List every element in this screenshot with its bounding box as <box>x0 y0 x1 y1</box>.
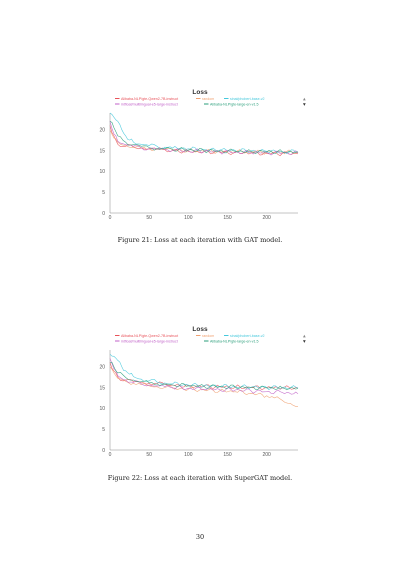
x-tick-label: 50 <box>146 215 152 220</box>
loss-chart-supergat: Loss Alibaba-NLP/gte-Qwen2-7B-instruct ran… <box>80 322 320 457</box>
legend-label: Alibaba-NLP/gte-Qwen2-7B-instruct <box>121 334 178 338</box>
y-tick-label: 15 <box>99 148 105 154</box>
x-tick-label: 100 <box>184 452 193 457</box>
figure-caption: Figure 21: Loss at each iteration with G… <box>117 236 283 244</box>
x-tick-label: 200 <box>262 215 271 220</box>
legend-label: intfloat/multilingual-e5-large-instruct <box>121 103 178 107</box>
y-tick-label: 10 <box>99 169 105 175</box>
y-tick-label: 5 <box>102 427 105 433</box>
legend-scroll-down-icon[interactable]: ▼ <box>303 340 306 344</box>
series-line <box>109 358 299 395</box>
legend-scroll-down-icon[interactable]: ▼ <box>303 103 306 107</box>
y-tick-label: 20 <box>99 364 105 370</box>
series-line <box>109 112 299 154</box>
y-tick-label: 10 <box>99 406 105 412</box>
legend-label: random <box>202 334 214 338</box>
x-tick-label: 200 <box>262 452 271 457</box>
y-tick-label: 15 <box>99 385 105 391</box>
x-tick-label: 150 <box>223 215 232 220</box>
x-tick-label: 0 <box>109 215 112 220</box>
y-tick-label: 0 <box>102 448 105 454</box>
x-tick-label: 50 <box>146 452 152 457</box>
series-line <box>109 362 299 391</box>
y-tick-label: 20 <box>99 127 105 133</box>
legend-label: random <box>202 97 214 101</box>
series-line <box>109 121 299 154</box>
series-line <box>109 362 299 391</box>
x-tick-label: 0 <box>109 452 112 457</box>
legend-label: intfloat/multilingual-e5-large-instruct <box>121 340 178 344</box>
legend-label: Alibaba-NLP/gte-large-en-v1.5 <box>210 103 259 107</box>
y-tick-label: 0 <box>102 211 105 217</box>
x-tick-label: 150 <box>223 452 232 457</box>
legend-label: sinai/phobert-base-v2 <box>230 97 265 101</box>
legend-label: Alibaba-NLP/gte-large-en-v1.5 <box>210 340 259 344</box>
page-number: 30 <box>195 533 205 541</box>
chart-svg: Loss Alibaba-NLP/gte-Qwen2-7B-instruct ran… <box>99 89 306 220</box>
legend-scroll-up-icon[interactable]: ▲ <box>303 334 306 338</box>
legend-label: sinai/phobert-base-v2 <box>230 334 265 338</box>
y-tick-label: 5 <box>102 190 105 196</box>
chart-title: Loss <box>192 326 208 333</box>
series-line <box>109 121 299 156</box>
legend-label: Alibaba-NLP/gte-Qwen2-7B-instruct <box>121 97 178 101</box>
series-line <box>109 353 299 391</box>
x-tick-label: 100 <box>184 215 193 220</box>
chart-svg: Loss Alibaba-NLP/gte-Qwen2-7B-instruct ran… <box>99 326 306 457</box>
chart-title: Loss <box>192 89 208 96</box>
figure-caption: Figure 22: Loss at each iteration with S… <box>107 474 293 482</box>
loss-chart-gat: Loss Alibaba-NLP/gte-Qwen2-7B-instruct ran… <box>80 85 320 220</box>
legend-scroll-up-icon[interactable]: ▲ <box>303 97 306 101</box>
